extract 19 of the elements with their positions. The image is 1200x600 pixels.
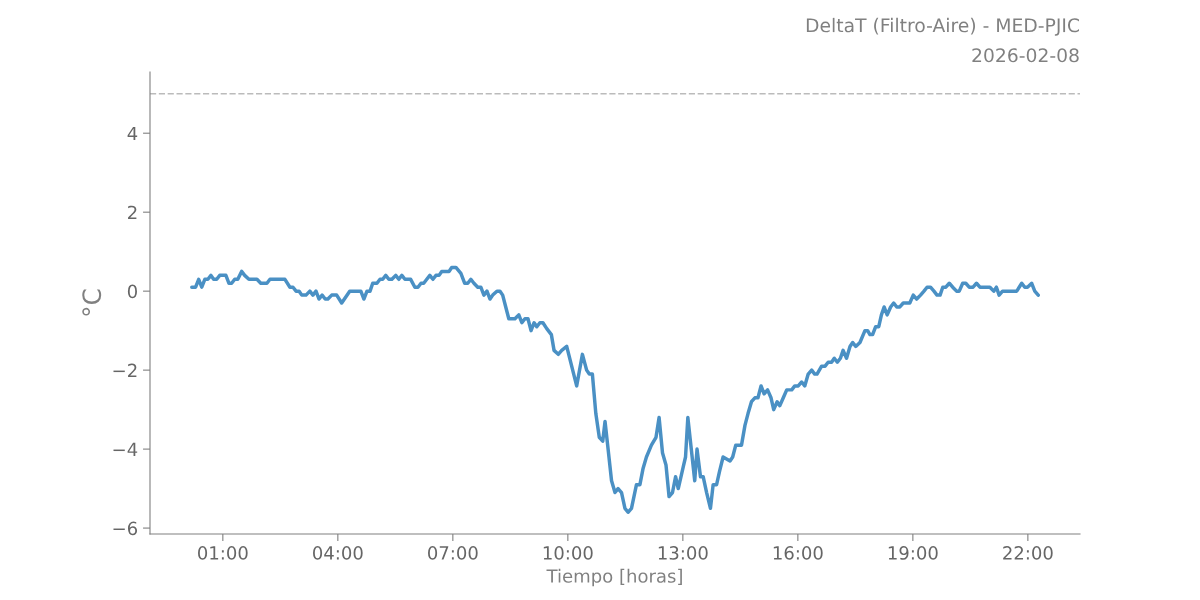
y-tick-label: 4 xyxy=(127,126,138,141)
y-tick-label: −6 xyxy=(113,521,138,536)
chart-subtitle: 2026-02-08 xyxy=(972,48,1079,63)
x-tick-label: 13:00 xyxy=(658,546,708,560)
x-axis-title: Tiempo [horas] xyxy=(546,568,682,587)
x-tick-label: 19:00 xyxy=(888,546,938,560)
x-tick-label: 04:00 xyxy=(313,546,363,560)
y-tick-label: −2 xyxy=(113,363,137,377)
y-tick-label: 2 xyxy=(128,205,137,220)
y-tick-label: −4 xyxy=(113,442,138,456)
x-tick-label: 10:00 xyxy=(543,546,593,560)
x-tick-label: 16:00 xyxy=(773,546,823,560)
y-axis-title: °C xyxy=(82,289,102,316)
x-tick-label: 07:00 xyxy=(428,546,478,560)
y-tick-label: 0 xyxy=(127,284,137,299)
line-series xyxy=(190,265,1040,515)
x-tick-label: 01:00 xyxy=(198,546,248,560)
chart-title: DeltaT (Filtro-Aire) - MED-PJIC xyxy=(806,17,1079,36)
x-tick-label: 22:00 xyxy=(1003,546,1053,560)
